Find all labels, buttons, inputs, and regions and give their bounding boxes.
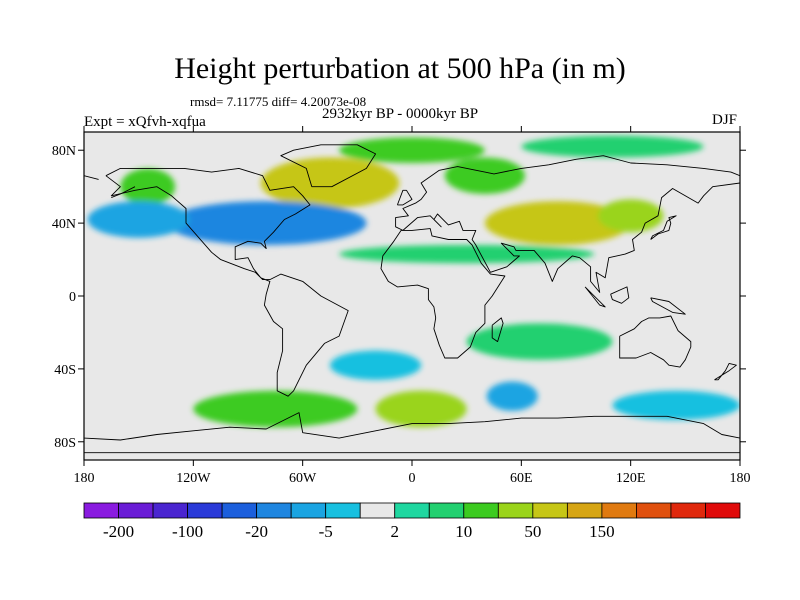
lon-tick-label: 120W <box>176 471 211 486</box>
coastline <box>714 362 737 381</box>
colorbar-swatch <box>290 502 327 519</box>
coastline <box>380 228 506 359</box>
colorbar-swatch <box>497 502 534 519</box>
colorbar-label: -100 <box>172 522 203 541</box>
coastline <box>84 412 740 441</box>
colorbar-label: 50 <box>524 522 541 541</box>
coastline <box>610 286 630 304</box>
contour-fill <box>87 135 740 428</box>
axis-ticks: 180 120W 60W 0 60E 120E 180 80N 40N 0 40S 80S <box>52 126 751 486</box>
colorbar-label: -200 <box>103 522 134 541</box>
coastline <box>650 297 686 315</box>
colorbar-label: 2 <box>390 522 399 541</box>
colorbar-swatch <box>221 502 258 519</box>
lon-tick-label: 180 <box>730 471 751 486</box>
rmsd-diff-stats: rmsd= 7.11775 diff= 4.20073e-08 <box>190 94 367 109</box>
colorbar-swatch <box>705 502 741 519</box>
colorbar-swatch <box>187 502 223 519</box>
colorbar-label: 150 <box>589 522 615 541</box>
coastline <box>395 155 740 231</box>
anomaly-region <box>166 201 367 245</box>
anomaly-region <box>339 137 485 163</box>
anomaly-region <box>375 390 467 428</box>
time-period-label: 2932kyr BP - 0000kyr BP <box>322 106 479 122</box>
lon-tick-label: 60E <box>510 471 533 486</box>
colorbar-label: -5 <box>319 522 333 541</box>
coastline <box>84 175 99 180</box>
lon-tick-label: 180 <box>74 471 95 486</box>
anomaly-region <box>120 168 176 205</box>
coastline <box>650 215 677 240</box>
colorbar-swatch <box>83 502 119 519</box>
anomaly-region <box>597 199 664 233</box>
anomaly-region <box>521 135 704 158</box>
coastline <box>105 167 349 397</box>
lon-tick-label: 120E <box>616 471 646 486</box>
lon-tick-label: 60W <box>289 471 317 486</box>
colorbar-swatch <box>359 502 396 519</box>
colorbar-label: -20 <box>245 522 268 541</box>
lat-tick-label: 80N <box>52 144 76 159</box>
chart-title: Height perturbation at 500 hPa (in m) <box>174 52 626 85</box>
lat-tick-label: 0 <box>69 290 76 305</box>
colorbar-swatch <box>152 502 188 519</box>
lat-tick-label: 40N <box>52 217 76 232</box>
colorbar-swatch <box>428 502 465 519</box>
colorbar-swatch <box>670 502 706 519</box>
anomaly-region <box>330 350 422 380</box>
lat-tick-label: 40S <box>54 363 76 378</box>
anomaly-region <box>260 157 400 209</box>
colorbar-swatch <box>118 502 154 519</box>
coastline <box>584 286 606 308</box>
coastline <box>402 182 740 293</box>
colorbar-swatch <box>394 502 430 519</box>
colorbar-swatch <box>256 502 292 519</box>
anomaly-region <box>484 201 631 245</box>
anomaly-region <box>444 157 525 194</box>
experiment-label: Expt = xQfvh-xqfua <box>84 114 206 130</box>
map-frame <box>83 131 741 461</box>
coastline <box>491 317 504 343</box>
anomaly-region <box>339 244 595 264</box>
colorbar: -200 -100 -20 -5 2 10 50 150 <box>83 502 741 541</box>
anomaly-region <box>193 390 358 428</box>
coastline <box>396 189 413 206</box>
anomaly-region <box>612 390 740 420</box>
colorbar-swatch <box>463 502 499 519</box>
anomaly-region <box>486 381 538 411</box>
lat-tick-label: 80S <box>54 436 76 451</box>
anomaly-region <box>87 201 190 238</box>
coastline <box>111 186 136 199</box>
anomaly-region <box>466 323 613 360</box>
colorbar-swatch <box>566 502 603 519</box>
coastlines <box>84 144 740 454</box>
coastline <box>619 315 692 368</box>
colorbar-label: 10 <box>455 522 472 541</box>
colorbar-swatch <box>325 502 361 519</box>
colorbar-swatch <box>636 502 672 519</box>
lon-tick-label: 0 <box>409 471 416 486</box>
season-label: DJF <box>712 112 738 128</box>
colorbar-swatch <box>601 502 637 519</box>
colorbar-swatch <box>532 502 568 519</box>
coastline <box>280 144 377 188</box>
